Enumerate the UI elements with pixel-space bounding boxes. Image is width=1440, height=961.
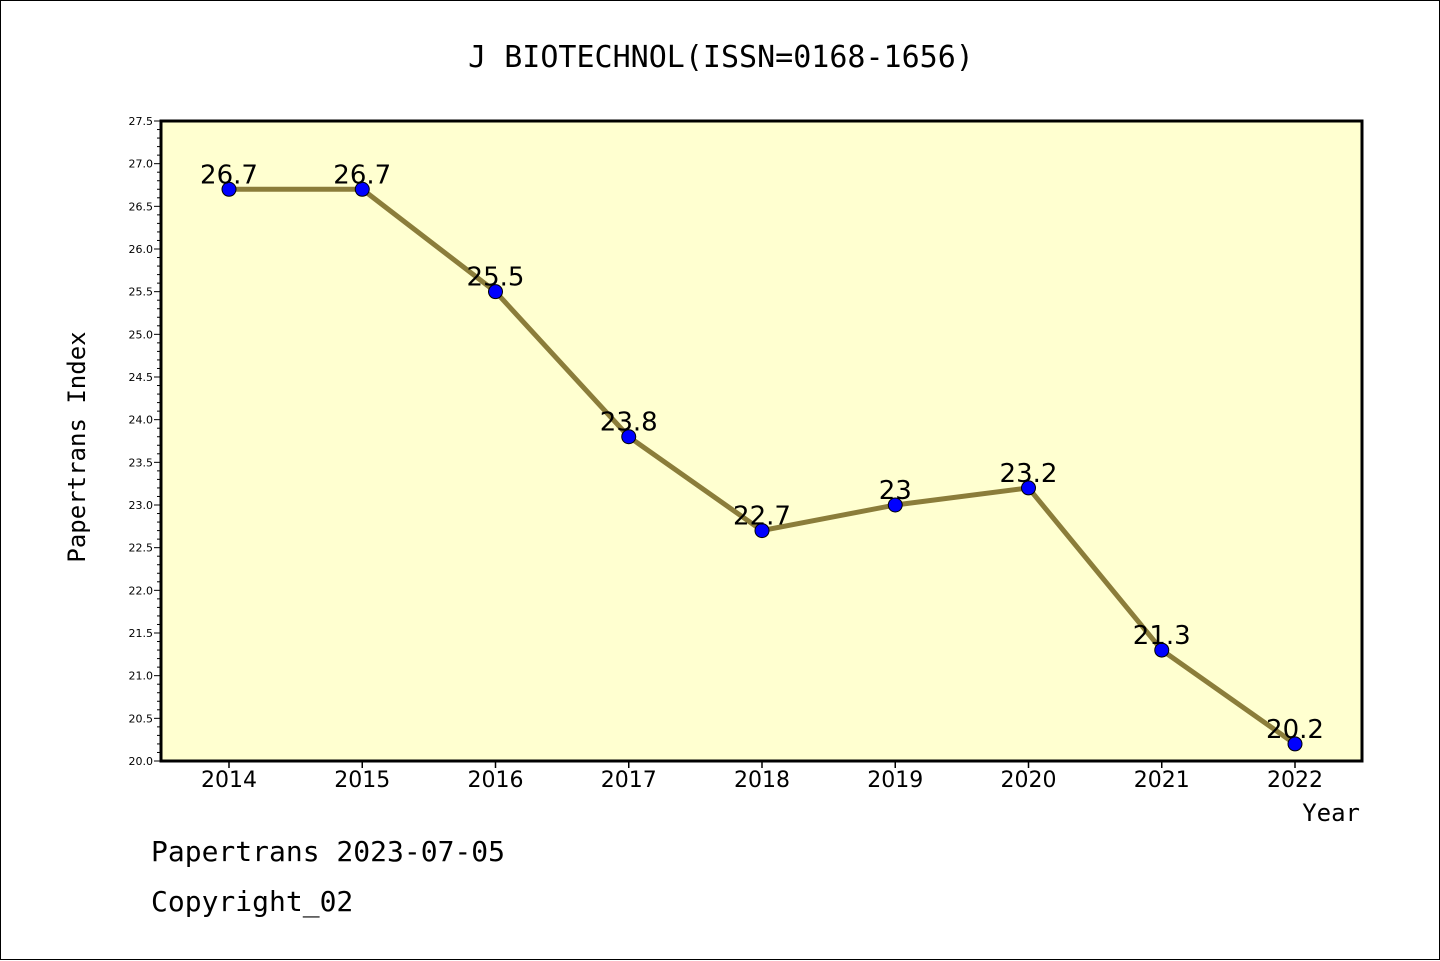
data-label: 21.3 <box>1133 621 1191 651</box>
data-point <box>221 181 237 197</box>
y-tick-label: 20.5 <box>129 712 154 725</box>
y-tick-label: 26.0 <box>129 243 154 256</box>
x-tick-label: 2014 <box>201 768 257 793</box>
chart-title: J BIOTECHNOL(ISSN=0168-1656) <box>468 40 974 75</box>
data-point <box>754 523 770 539</box>
x-axis: 2014 2015 2016 2017 2018 2019 2020 2021 2022 <box>201 761 1323 793</box>
data-point <box>1287 736 1303 752</box>
data-point <box>488 284 503 300</box>
y-tick-label: 25.0 <box>129 328 154 341</box>
data-label: 20.2 <box>1266 715 1324 745</box>
y-tick-label: 27.0 <box>129 158 154 171</box>
data-label: 23.2 <box>1000 459 1058 489</box>
x-tick-label: 2019 <box>867 768 923 793</box>
data-label: 22.7 <box>733 502 791 532</box>
y-tick-label: 24.0 <box>129 414 154 427</box>
data-label: 23 <box>879 476 912 506</box>
y-tick-label: 21.5 <box>129 627 154 640</box>
y-tick-label: 23.5 <box>129 456 154 469</box>
data-label: 23.8 <box>600 408 658 438</box>
y-tick-label: 24.5 <box>129 371 154 384</box>
y-tick-label: 22.0 <box>129 584 154 597</box>
footer-date: Papertrans 2023-07-05 <box>151 835 506 868</box>
data-points <box>221 181 1303 752</box>
data-point <box>354 181 370 197</box>
y-tick-label: 23.0 <box>129 499 154 512</box>
data-label: 26.7 <box>200 160 258 190</box>
y-tick-label: 26.5 <box>129 200 154 213</box>
x-tick-label: 2015 <box>334 768 390 793</box>
x-tick-label: 2018 <box>734 768 790 793</box>
x-tick-label: 2020 <box>1001 768 1057 793</box>
y-tick-label: 25.5 <box>129 286 154 299</box>
data-point <box>621 429 637 445</box>
data-label: 26.7 <box>333 160 391 190</box>
data-labels: 26.7 26.7 25.5 23.8 22.7 23 23.2 21.3 20.2 <box>200 160 1324 745</box>
y-tick-label: 22.5 <box>129 542 154 555</box>
y-axis-label: Papertrans Index <box>63 331 91 562</box>
footer-copyright: Copyright_02 <box>151 885 354 918</box>
data-point <box>1021 480 1036 496</box>
y-tick-label: 20.0 <box>129 755 154 768</box>
y-tick-label: 27.5 <box>129 115 154 128</box>
x-axis-label: Year <box>1302 799 1360 827</box>
x-tick-label: 2021 <box>1134 768 1190 793</box>
x-tick-label: 2017 <box>601 768 657 793</box>
y-tick-label: 21.0 <box>129 670 154 683</box>
data-label: 25.5 <box>467 263 525 293</box>
x-tick-label: 2022 <box>1267 768 1323 793</box>
y-axis: 20.0 20.5 21.0 21.5 22.0 22.5 23.0 23.5 24.0 24.5… <box>129 115 161 768</box>
x-tick-label: 2016 <box>468 768 524 793</box>
data-point <box>1154 642 1170 658</box>
data-point <box>887 497 903 513</box>
